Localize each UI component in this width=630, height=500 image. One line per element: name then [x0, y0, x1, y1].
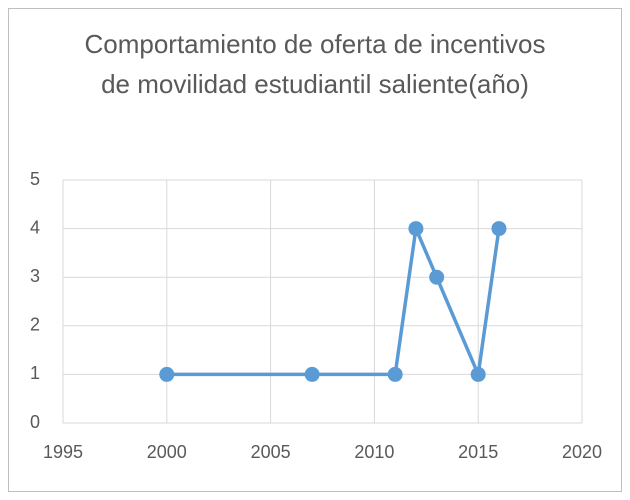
chart-frame [8, 8, 622, 492]
y-tick-label: 0 [30, 412, 40, 432]
y-tick-label: 4 [30, 217, 40, 237]
x-tick-label: 2015 [458, 442, 498, 462]
data-point [429, 269, 445, 285]
y-tick-label: 3 [30, 266, 40, 286]
data-point [408, 221, 424, 237]
data-point [470, 366, 486, 382]
data-point [387, 366, 403, 382]
y-tick-label: 1 [30, 363, 40, 383]
x-tick-label: 1995 [43, 442, 83, 462]
x-tick-label: 2020 [562, 442, 602, 462]
y-tick-label: 5 [30, 169, 40, 189]
data-point [491, 221, 507, 237]
y-tick-label: 2 [30, 315, 40, 335]
data-point [304, 366, 320, 382]
chart-title: Comportamiento de oferta de incentivos d… [84, 29, 546, 99]
x-tick-label: 2010 [354, 442, 394, 462]
x-tick-label: 2000 [147, 442, 187, 462]
x-tick-label: 2005 [251, 442, 291, 462]
data-point [159, 366, 175, 382]
